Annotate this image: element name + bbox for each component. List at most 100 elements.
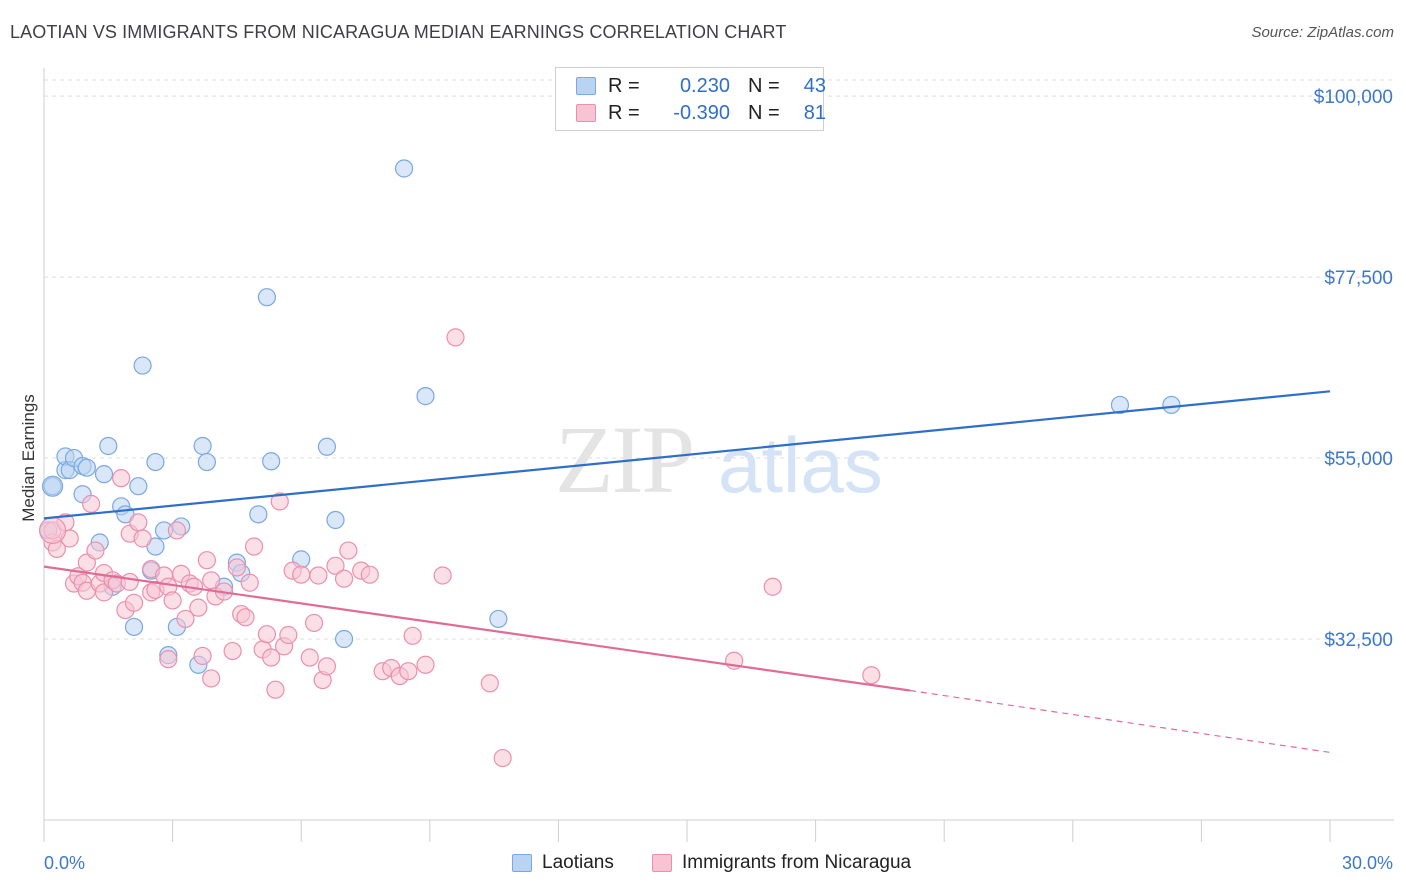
legend-r-label: R = bbox=[608, 101, 640, 124]
laotian-point bbox=[334, 629, 354, 649]
nicaragua-point bbox=[167, 521, 186, 540]
nicaragua-point bbox=[189, 598, 208, 617]
nicaragua-cluster-point bbox=[38, 516, 67, 545]
x-tick-label: 30.0% bbox=[1342, 853, 1393, 873]
y-tick-label: $32,500 bbox=[1324, 630, 1393, 651]
nicaragua-point bbox=[129, 513, 148, 532]
nicaragua-point bbox=[124, 593, 144, 612]
nicaragua-point bbox=[197, 551, 216, 570]
laotian-point bbox=[146, 537, 165, 556]
nicaragua-point bbox=[236, 608, 255, 627]
laotian-trend-line bbox=[43, 390, 1331, 520]
nicaragua-point bbox=[82, 494, 101, 513]
laotian-point bbox=[249, 505, 268, 524]
y-tick-label: $77,500 bbox=[1324, 268, 1393, 289]
watermark-atlas: atlas bbox=[718, 421, 883, 509]
nicaragua-point bbox=[244, 537, 264, 556]
laotian-point bbox=[197, 452, 216, 472]
legend-row-nicaragua: R = -0.390 N = 81 bbox=[576, 100, 826, 126]
nicaragua-point bbox=[257, 625, 277, 644]
legend-r-value: 0.230 bbox=[679, 74, 730, 97]
nicaragua-point bbox=[176, 609, 195, 629]
nicaragua-point bbox=[339, 541, 358, 560]
laotian-point bbox=[1110, 395, 1130, 415]
laotian-point bbox=[94, 465, 114, 484]
laotian-point bbox=[394, 159, 414, 178]
laotian-point bbox=[193, 436, 212, 456]
nicaragua-point bbox=[270, 492, 289, 511]
laotian-point bbox=[124, 617, 144, 637]
nicaragua-point bbox=[493, 748, 512, 768]
nicaragua-point bbox=[360, 565, 379, 584]
nicaragua-point bbox=[112, 469, 131, 488]
laotian-point bbox=[326, 510, 345, 530]
legend-n-label: N = bbox=[748, 101, 780, 124]
nicaragua-point bbox=[300, 648, 319, 667]
legend-swatch-blue bbox=[576, 77, 596, 95]
bottom-legend-label: Immigrants from Nicaragua bbox=[682, 852, 912, 873]
nicaragua-trend-extension bbox=[909, 689, 1331, 754]
laotian-point bbox=[77, 458, 96, 477]
stats-legend: R = 0.230 N = 43 R = -0.390 N = 81 bbox=[555, 67, 826, 131]
legend-swatch-pink bbox=[576, 104, 596, 122]
x-tick-label: 0.0% bbox=[44, 853, 85, 873]
nicaragua-point bbox=[163, 591, 182, 610]
watermark-zip: ZIP bbox=[555, 406, 693, 513]
legend-row-laotians: R = 0.230 N = 43 bbox=[576, 73, 826, 99]
nicaragua-point bbox=[416, 655, 435, 674]
axis-layer: $32,500 $55,000 $77,500 $100,000 0.0% 30.0% bbox=[43, 68, 1394, 873]
nicaragua-point bbox=[240, 573, 259, 592]
bottom-legend-label: Laotians bbox=[542, 852, 614, 873]
legend-r-value: -0.390 bbox=[673, 101, 730, 124]
legend-n-value: 43 bbox=[803, 74, 826, 97]
nicaragua-point bbox=[304, 613, 324, 633]
nicaragua-point bbox=[120, 572, 139, 592]
laotian-point bbox=[129, 477, 148, 496]
nicaragua-point bbox=[433, 566, 452, 585]
laotian-cluster-point bbox=[41, 475, 64, 497]
nicaragua-point bbox=[202, 669, 221, 688]
laotian-point bbox=[1162, 395, 1181, 415]
trend-layer bbox=[43, 390, 1331, 754]
nicaragua-trend-line bbox=[43, 565, 911, 692]
laotian-point bbox=[146, 452, 165, 472]
bottom-swatch-pink bbox=[652, 854, 672, 872]
nicaragua-point bbox=[227, 558, 246, 577]
watermark: ZIP atlas bbox=[555, 406, 883, 513]
nicaragua-point bbox=[193, 646, 212, 666]
source-credit: Source: ZipAtlas.com bbox=[1251, 24, 1394, 41]
nicaragua-point bbox=[317, 657, 337, 676]
nicaragua-point bbox=[292, 565, 311, 584]
laotian-point bbox=[99, 436, 118, 456]
bottom-legend-nicaragua: Immigrants from Nicaragua bbox=[652, 852, 911, 874]
y-tick-label: $55,000 bbox=[1324, 449, 1393, 470]
nicaragua-point bbox=[763, 577, 782, 596]
grid-layer bbox=[44, 79, 1394, 640]
nicaragua-point bbox=[266, 680, 285, 699]
nicaragua-point bbox=[326, 556, 345, 575]
nicaragua-point bbox=[334, 569, 354, 588]
nicaragua-point bbox=[403, 626, 422, 645]
legend-r-label: R = bbox=[608, 74, 640, 97]
bottom-swatch-blue bbox=[512, 854, 532, 872]
laotian-point bbox=[317, 437, 337, 456]
nicaragua-point bbox=[446, 328, 465, 347]
y-tick-label: $100,000 bbox=[1314, 87, 1393, 108]
nicaragua-point bbox=[223, 641, 242, 661]
legend-n-value: 81 bbox=[803, 101, 826, 124]
laotian-point bbox=[133, 356, 152, 375]
nicaragua-point bbox=[309, 566, 328, 585]
nicaragua-point bbox=[86, 541, 105, 560]
nicaragua-point bbox=[262, 648, 281, 667]
laotian-point bbox=[262, 452, 281, 471]
laotian-point bbox=[489, 609, 508, 629]
y-axis-title: Median Earnings bbox=[19, 394, 38, 522]
nicaragua-point bbox=[279, 625, 298, 645]
nicaragua-point bbox=[133, 529, 152, 548]
nicaragua-point bbox=[480, 674, 499, 693]
nicaragua-point bbox=[862, 666, 881, 685]
points-layer bbox=[38, 159, 1181, 768]
legend-n-label: N = bbox=[748, 74, 780, 97]
bottom-legend-laotians: Laotians bbox=[512, 852, 614, 874]
